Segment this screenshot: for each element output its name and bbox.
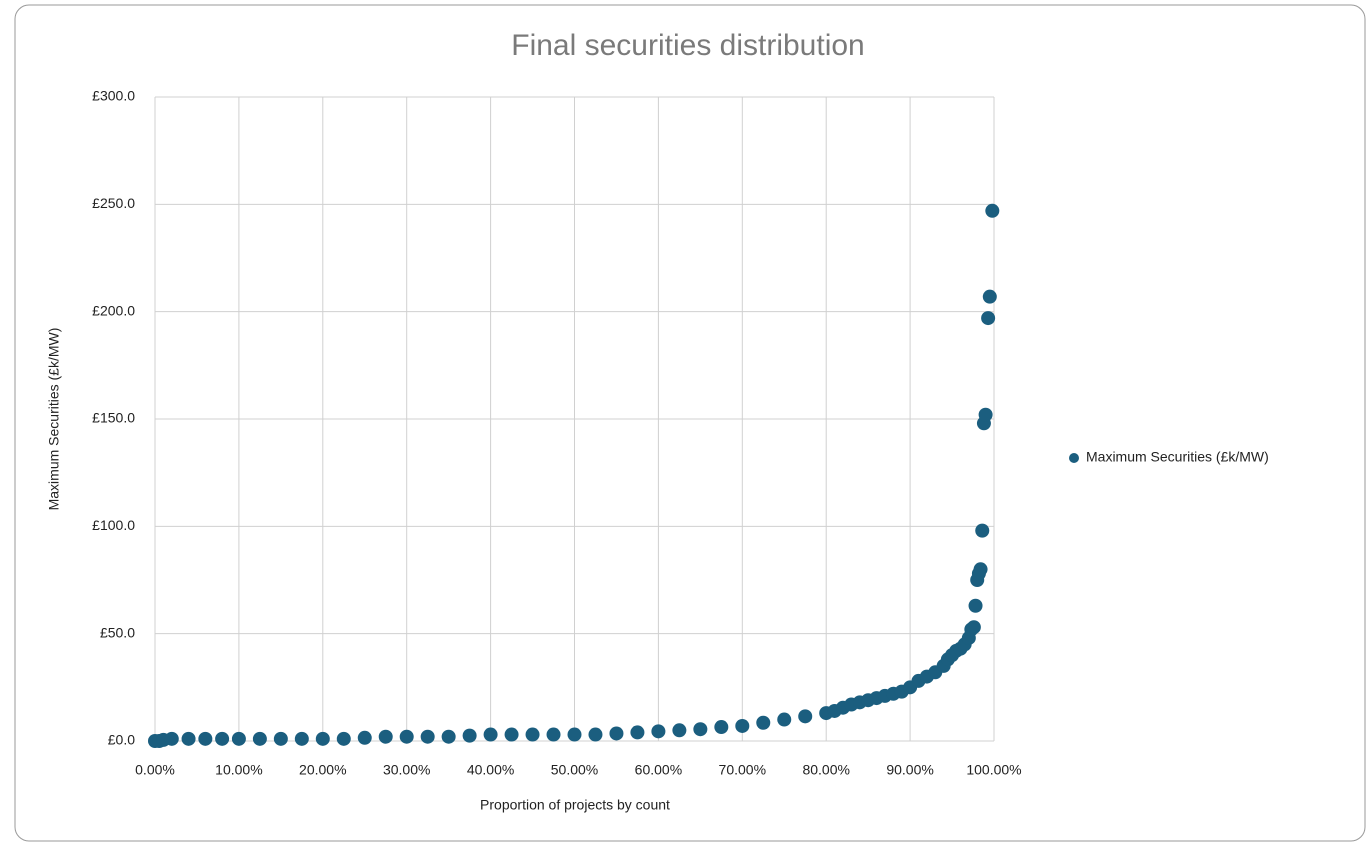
x-tick-label: 80.00% — [802, 762, 849, 778]
data-point — [441, 729, 456, 744]
data-point — [798, 709, 813, 724]
data-point — [420, 729, 435, 744]
chart-title: Final securities distribution — [511, 29, 864, 62]
data-point — [672, 723, 687, 738]
x-tick-label: 50.00% — [551, 762, 598, 778]
data-point — [273, 731, 288, 746]
y-tick-label: £150.0 — [92, 410, 135, 426]
data-point — [252, 731, 267, 746]
legend-marker — [1069, 453, 1079, 463]
data-point — [336, 731, 351, 746]
data-point — [985, 203, 1000, 218]
x-tick-label: 70.00% — [719, 762, 766, 778]
x-tick-label: 60.00% — [635, 762, 682, 778]
data-point — [231, 731, 246, 746]
x-axis-label: Proportion of projects by count — [480, 797, 670, 813]
data-point — [588, 727, 603, 742]
data-point — [714, 720, 729, 735]
y-tick-label: £50.0 — [100, 624, 135, 640]
data-point — [975, 523, 990, 538]
x-tick-label: 0.00% — [135, 762, 175, 778]
data-point — [973, 562, 988, 577]
data-point — [756, 715, 771, 730]
data-point — [181, 731, 196, 746]
data-point — [777, 712, 792, 727]
data-point — [567, 727, 582, 742]
x-tick-label: 20.00% — [299, 762, 346, 778]
data-point — [504, 727, 519, 742]
legend-label: Maximum Securities (£k/MW) — [1086, 449, 1269, 465]
data-point — [651, 724, 666, 739]
data-point — [546, 727, 561, 742]
data-point — [609, 726, 624, 741]
x-tick-label: 100.00% — [966, 762, 1021, 778]
data-point — [294, 731, 309, 746]
data-point — [357, 730, 372, 745]
data-point — [630, 725, 645, 740]
y-tick-label: £0.0 — [108, 732, 135, 748]
x-tick-label: 40.00% — [467, 762, 514, 778]
x-tick-label: 90.00% — [886, 762, 933, 778]
data-point — [525, 727, 540, 742]
y-tick-label: £100.0 — [92, 517, 135, 533]
data-point — [483, 727, 498, 742]
data-point — [966, 620, 981, 635]
data-point — [462, 728, 477, 743]
data-point — [981, 311, 996, 326]
data-point — [982, 289, 997, 304]
x-tick-label: 30.00% — [383, 762, 430, 778]
data-point — [735, 718, 750, 733]
x-tick-label: 10.00% — [215, 762, 262, 778]
y-tick-label: £300.0 — [92, 88, 135, 104]
y-tick-label: £200.0 — [92, 302, 135, 318]
data-point — [315, 731, 330, 746]
y-axis-label: Maximum Securities (£k/MW) — [46, 328, 62, 511]
data-point — [399, 729, 414, 744]
data-point — [215, 731, 230, 746]
data-point — [968, 598, 983, 613]
data-point — [693, 722, 708, 737]
data-point — [164, 731, 179, 746]
data-point — [378, 729, 393, 744]
chart-frame — [14, 4, 1366, 842]
data-point — [198, 731, 213, 746]
data-point — [978, 407, 993, 422]
y-tick-label: £250.0 — [92, 195, 135, 211]
